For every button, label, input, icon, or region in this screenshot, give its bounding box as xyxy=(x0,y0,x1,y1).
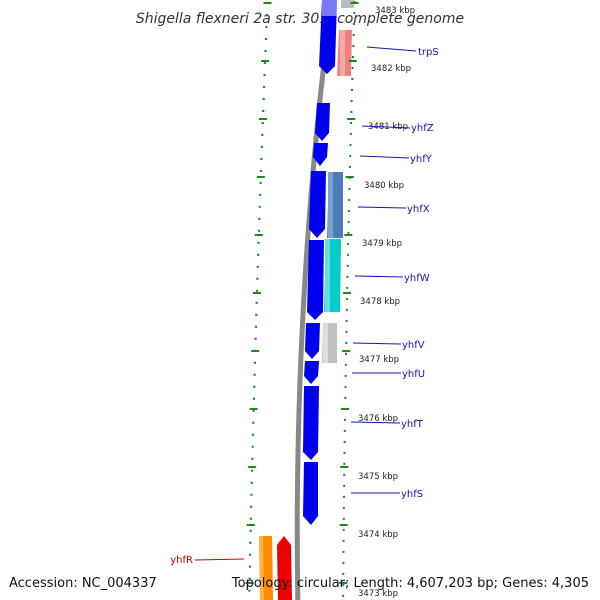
gene-label-yhfR: yhfR xyxy=(170,555,193,566)
feature-block-steelblue-light xyxy=(328,172,333,238)
leader-line-yhfV xyxy=(352,342,402,345)
gene-arrow-yhfW xyxy=(307,240,324,320)
feature-blocks xyxy=(322,0,354,363)
kbp-label: 3477 kbp xyxy=(359,355,399,365)
kbp-label: 3483 kbp xyxy=(375,6,415,16)
gene-arrow-yhfV xyxy=(305,323,320,359)
genome-backbone xyxy=(294,0,335,600)
feature-block-gray-light xyxy=(323,323,328,363)
kbp-label: 3475 kbp xyxy=(358,472,398,482)
gene-label-yhfW: yhfW xyxy=(404,273,430,284)
gene-label-yhfU: yhfU xyxy=(402,369,425,380)
genome-summary-text: Topology: circular; Length: 4,607,203 bp… xyxy=(231,576,589,591)
gene-arrow-trpS xyxy=(319,0,337,74)
kbp-label: 3479 kbp xyxy=(362,239,402,249)
accession-text: Accession: NC_004337 xyxy=(9,576,157,591)
feature-block-cyan-light xyxy=(325,239,330,312)
gene-arrow-red xyxy=(277,536,292,600)
inner-dotted-ring xyxy=(342,0,356,600)
leader-line-yhfW xyxy=(354,275,404,278)
gene-arrow-yhfZ xyxy=(315,103,330,141)
leader-line-yhfT xyxy=(350,421,401,424)
kbp-label: 3478 kbp xyxy=(360,297,400,307)
gene-yhfR-block xyxy=(259,536,292,600)
leader-line-trpS xyxy=(366,46,417,52)
gene-arrow-yhfU xyxy=(304,361,319,384)
gene-label-trpS: trpS xyxy=(418,47,439,58)
leader-line-yhfZ xyxy=(361,125,411,129)
kbp-label: 3476 kbp xyxy=(358,414,398,424)
feature-block-gray-top xyxy=(341,0,354,8)
kbp-label: 3474 kbp xyxy=(358,530,398,540)
outer-major-ticks xyxy=(245,2,272,584)
leader-line-yhfR xyxy=(194,558,245,561)
gene-label-yhfX: yhfX xyxy=(407,204,430,215)
gene-label-yhfY: yhfY xyxy=(410,154,433,165)
gene-labels: trpS yhfZ yhfY yhfX yhfW yhfV yhfU yhfT … xyxy=(170,47,438,566)
gene-arrow-trpS-highlight xyxy=(322,0,337,16)
gene-arrow-yhfS xyxy=(303,462,318,525)
gene-label-yhfS: yhfS xyxy=(401,489,423,500)
leader-line-yhfX xyxy=(357,206,407,209)
map-title: Shigella flexneri 2a str. 301, complete … xyxy=(136,11,464,27)
forward-strand-genes xyxy=(303,0,337,525)
gene-arrow-yhfY xyxy=(313,143,328,166)
leader-line-yhfY xyxy=(359,155,410,159)
kbp-scale-labels: 3483 kbp 3482 kbp 3481 kbp 3480 kbp 3479… xyxy=(358,6,415,599)
gene-label-lines xyxy=(194,46,417,561)
gene-arrow-yhfX xyxy=(309,171,326,238)
inner-major-ticks xyxy=(339,2,359,584)
kbp-label: 3473 kbp xyxy=(358,589,398,599)
kbp-label: 3482 kbp xyxy=(371,64,411,74)
gene-label-yhfV: yhfV xyxy=(402,340,425,351)
gene-arrow-yhfT xyxy=(303,386,319,460)
kbp-label: 3480 kbp xyxy=(364,181,404,191)
gene-label-yhfT: yhfT xyxy=(401,419,424,430)
outer-dotted-ring xyxy=(248,0,269,600)
gene-arrow-orange-shade xyxy=(259,536,264,600)
feature-block-pink-light xyxy=(340,30,345,76)
gene-label-yhfZ: yhfZ xyxy=(411,123,434,134)
